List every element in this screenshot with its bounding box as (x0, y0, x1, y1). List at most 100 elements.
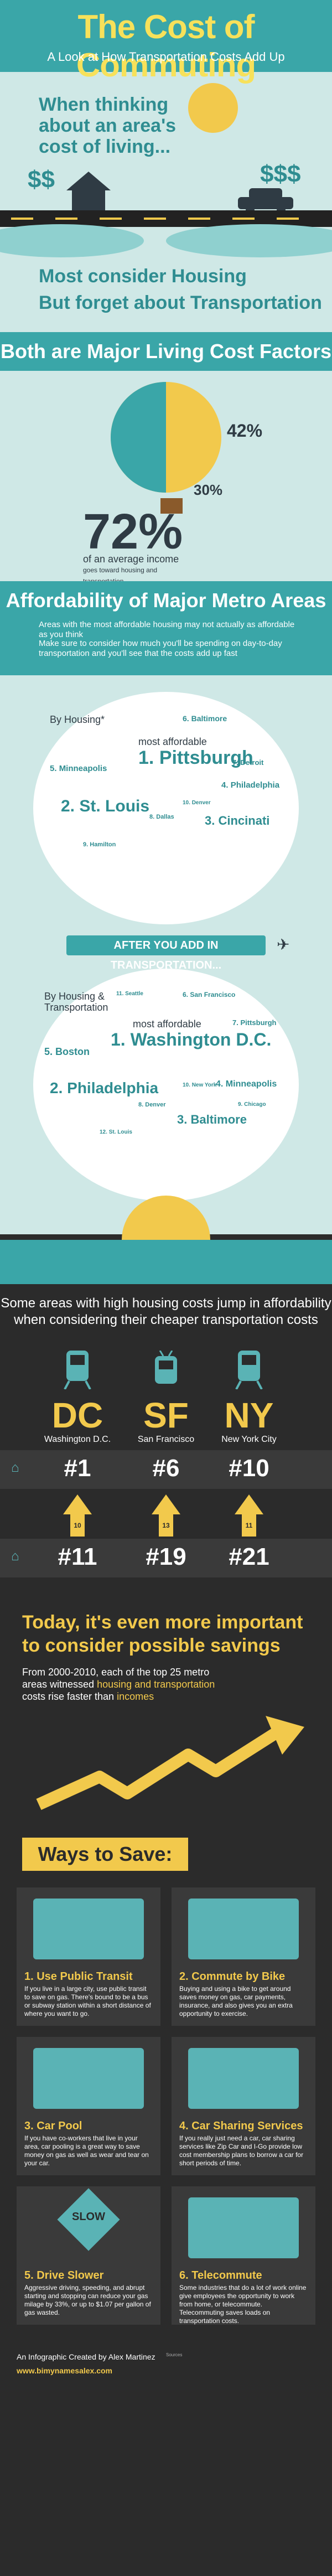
housing-rank-4: 4. Philadelphia (221, 780, 280, 790)
tip-card-drive-slower: SLOW 5. Drive Slower Aggressive driving,… (17, 2186, 160, 2325)
sf-combined-rank: #6 (152, 1455, 180, 1482)
intro-section: The Cost of Commuting A Look at How Tran… (0, 0, 332, 585)
affordability-heading: Affordability of Major Metro Areas (6, 589, 326, 612)
house-icon (66, 172, 111, 211)
combined-rank-1: 1. Washington D.C. (111, 1030, 272, 1049)
combined-rank-8: 8. Denver (138, 1101, 166, 1108)
city-name-sf: San Francisco (137, 1435, 195, 1444)
ny-housing-rank: #21 (229, 1543, 269, 1570)
housing-rank-3: 3. Cincinati (205, 814, 270, 827)
tip-card-carpool: 3. Car Pool If you have co-workers that … (17, 2037, 160, 2175)
footer-site[interactable]: www.bimynamesalex.com (17, 2366, 112, 2375)
hill-decoration (166, 224, 332, 257)
housing-rank-7: 7. Detroit (232, 758, 264, 767)
page-title: The Cost of Commuting (76, 8, 256, 84)
balloon-pie-chart (111, 382, 221, 493)
tip-card-transit: 1. Use Public Transit If you live in a l… (17, 1887, 160, 2026)
most-affordable-label: most affordable (138, 736, 207, 747)
living-costs-heading: Both are Major Living Cost Factors (0, 332, 332, 371)
combined-rank-5: 5. Boston (44, 1046, 90, 1057)
transport-banner: AFTER YOU ADD IN TRANSPORTATION... (66, 935, 266, 971)
up-arrow-icon (63, 1494, 92, 1514)
airplane-icon: ✈ (277, 936, 290, 953)
combined-rank-10: 10. New York (183, 1082, 217, 1088)
today-text: From 2000-2010, each of the top 25 metro… (22, 1667, 215, 1702)
slow-sign-icon: SLOW (33, 2188, 144, 2258)
trolley-icon (155, 1351, 177, 1384)
train-icon (235, 1351, 263, 1389)
sf-housing-rank: #19 (146, 1543, 186, 1570)
total-percent: 72% (83, 504, 183, 560)
money-right-icon: $$$ (260, 161, 301, 188)
dc-jump: 10 (70, 1514, 85, 1537)
up-arrow-icon (235, 1494, 263, 1514)
today-heading: Today, it's even more important to consi… (22, 1612, 303, 1656)
jump-heading: Some areas with high housing costs jump … (1, 1296, 331, 1327)
ways-heading: Ways to Save: (22, 1838, 188, 1871)
affordability-bullet-2: Make sure to consider how much you'll be… (39, 639, 282, 658)
car-share-icon (188, 2048, 299, 2109)
ny-combined-rank: #10 (229, 1455, 269, 1482)
house-car-icon: ⌂ (11, 1460, 19, 1475)
bicycle-icon (188, 1899, 299, 1959)
sun-illustration (188, 83, 238, 133)
affordability-header: Affordability of Major Metro Areas Areas… (0, 581, 332, 675)
combined-rank-11: 11. Seattle (116, 991, 143, 997)
combined-rank-2: 2. Philadelphia (50, 1079, 159, 1096)
rising-trend-arrow (36, 1716, 304, 1811)
combined-rank-6: 6. San Francisco (183, 991, 236, 999)
savings-section: Some areas with high housing costs jump … (0, 1284, 332, 2576)
city-abbr-dc: DC (51, 1395, 103, 1435)
consider-housing-text: Most consider Housing (39, 266, 247, 287)
forget-transport-text: But forget about Transportation (39, 292, 322, 313)
by-housing-transport-label: By Housing & Transportation (44, 991, 108, 1013)
combined-rank-4: 4. Minneapolis (216, 1079, 277, 1089)
combined-rank-3: 3. Baltimore (177, 1113, 247, 1126)
housing-rank-2: 2. St. Louis (61, 797, 150, 815)
computer-icon (188, 2197, 299, 2258)
city-name-ny: New York City (221, 1435, 277, 1444)
combined-rank-bar (0, 1450, 332, 1489)
housing-rank-9: 9. Hamilton (83, 841, 116, 848)
most-affordable-label-2: most affordable (133, 1018, 201, 1030)
footer-credit: An Infographic Created by Alex Martinez (17, 2352, 155, 2361)
sources-label: Sources (166, 2352, 183, 2357)
title-band (0, 0, 332, 72)
housing-rank-1: 1. Pittsburgh (138, 747, 253, 768)
combined-rank-9: 9. Chicago (238, 1101, 266, 1108)
housing-rank-5: 5. Minneapolis (50, 764, 107, 773)
housing-percent: 42% (227, 421, 263, 441)
money-left-icon: $$ (28, 166, 55, 193)
affordability-bullet-1: Areas with the most affordable housing m… (39, 620, 295, 639)
up-arrow-icon (152, 1494, 180, 1514)
combined-rank-12: 12. St. Louis (100, 1129, 132, 1135)
car-icon (238, 188, 293, 215)
city-abbr-ny: NY (224, 1395, 274, 1435)
hill-decoration (0, 224, 144, 257)
sf-jump: 13 (159, 1514, 173, 1537)
tip-card-telecommute: 6. Telecommute Some industries that do a… (172, 2186, 315, 2325)
city-abbr-sf: SF (143, 1395, 189, 1435)
housing-rank-6: 6. Baltimore (183, 714, 227, 723)
tip-card-bike: 2. Commute by Bike Buying and using a bi… (172, 1887, 315, 2026)
tip-card-carshare: 4. Car Sharing Services If you really ju… (172, 2037, 315, 2175)
housing-rank-10: 10. Denver (183, 800, 211, 806)
by-housing-label: By Housing* (50, 714, 105, 725)
dc-housing-rank: #11 (58, 1543, 97, 1570)
transit-icon (33, 1899, 144, 1959)
housing-cloud (33, 692, 299, 924)
housing-rank-bar (0, 1539, 332, 1577)
house-icon: ⌂ (11, 1549, 19, 1564)
combined-cloud (33, 969, 299, 1201)
combined-rank-7: 7. Pittsburgh (232, 1018, 277, 1027)
housing-rank-8: 8. Dallas (149, 814, 174, 820)
balloon-basket (160, 498, 183, 514)
train-icon (64, 1351, 91, 1389)
intro-text: When thinking about an area's cost of li… (39, 94, 177, 157)
car-front-icon (33, 2048, 144, 2109)
city-name-dc: Washington D.C. (44, 1435, 111, 1444)
ny-jump: 11 (242, 1514, 256, 1537)
page-subtitle: A Look at How Transportation Costs Add U… (47, 50, 285, 64)
transport-percent: 30% (194, 482, 223, 498)
